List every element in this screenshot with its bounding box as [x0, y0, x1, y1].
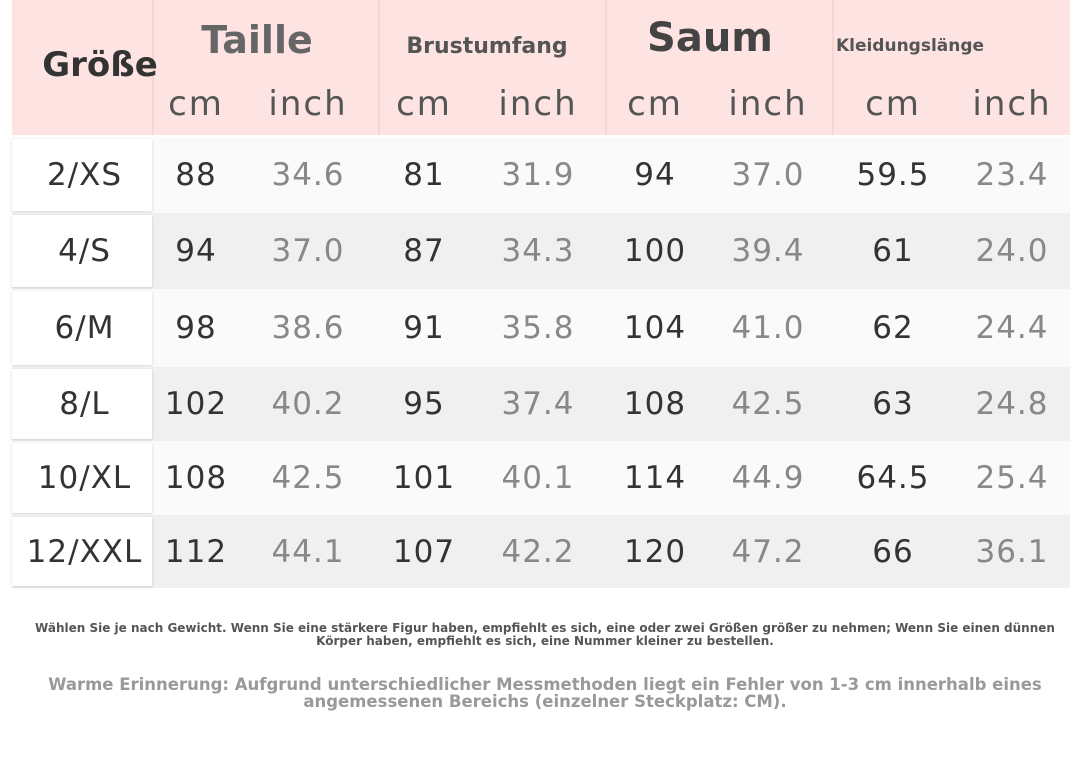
cell: 24.4 [975, 310, 1049, 346]
cell: 100 [623, 233, 687, 269]
cell: 108 [164, 460, 228, 496]
group-title: Brustumfang [406, 33, 568, 59]
cell: 112 [164, 533, 228, 570]
cell: 63 [872, 386, 914, 422]
size-label: 2/XS [46, 157, 123, 193]
cell: 107 [392, 533, 456, 570]
size-cell [12, 369, 152, 439]
size-label: 8/L [59, 386, 110, 422]
unit-label: cm [168, 84, 224, 124]
cell: 81 [403, 157, 445, 193]
cell: 101 [392, 460, 456, 496]
row-bg [12, 137, 1070, 213]
unit-label: cm [865, 84, 921, 124]
unit-label: inch [268, 84, 348, 124]
note: Warme Erinnerung: Aufgrund unterschiedli… [48, 675, 1042, 712]
cell: 44.9 [731, 460, 805, 496]
size-label: 10/XL [37, 460, 132, 496]
cell: 31.9 [501, 157, 575, 193]
size-cell [12, 291, 152, 365]
cell: 44.1 [271, 533, 345, 570]
cell: 23.4 [975, 157, 1049, 193]
cell: 62 [872, 310, 914, 346]
size-label: 4/S [58, 233, 111, 269]
cell: 24.8 [975, 386, 1049, 422]
unit-label: cm [627, 84, 683, 124]
cell: 120 [623, 533, 687, 570]
header-divider [832, 0, 834, 135]
cell: 34.3 [501, 233, 575, 269]
size-cell [12, 215, 152, 287]
cell: 37.0 [731, 157, 805, 193]
cell: 59.5 [856, 157, 930, 193]
header-divider [378, 0, 380, 135]
cell: 40.2 [271, 386, 345, 422]
cell: 102 [164, 386, 228, 422]
size-label: 6/M [54, 310, 115, 346]
cell: 95 [403, 386, 445, 422]
cell: 87 [403, 233, 445, 269]
size-label: 12/XXL [26, 533, 143, 570]
header-divider [152, 0, 154, 135]
size-cell [12, 139, 152, 211]
row-bg [12, 367, 1070, 441]
row-bg [12, 515, 1070, 588]
cell: 61 [872, 233, 914, 269]
unit-label: inch [498, 84, 578, 124]
unit-label: inch [728, 84, 808, 124]
group-title: Kleidungslänge [835, 36, 985, 56]
cell: 42.5 [731, 386, 805, 422]
row-bg [12, 213, 1070, 289]
size-header: Größe [42, 45, 158, 85]
cell: 94 [175, 233, 217, 269]
cell: 39.4 [731, 233, 805, 269]
cell: 42.5 [271, 460, 345, 496]
note: Wählen Sie je nach Gewicht. Wenn Sie ein… [35, 621, 1055, 648]
cell: 91 [403, 310, 445, 346]
cell: 114 [623, 460, 687, 496]
cell: 41.0 [731, 310, 805, 346]
cell: 64.5 [856, 460, 930, 496]
cell: 108 [623, 386, 687, 422]
cell: 24.0 [975, 233, 1049, 269]
header-bg [12, 0, 1070, 135]
size-cell [12, 517, 152, 586]
cell: 40.1 [501, 460, 575, 496]
cell: 37.4 [501, 386, 575, 422]
unit-label: inch [972, 84, 1052, 124]
cell: 35.8 [501, 310, 575, 346]
row-bg [12, 289, 1070, 367]
cell: 38.6 [271, 310, 345, 346]
group-title: Saum [647, 15, 773, 61]
cell: 37.0 [271, 233, 345, 269]
cell: 98 [175, 310, 217, 346]
cell: 42.2 [501, 533, 575, 570]
unit-label: cm [396, 84, 452, 124]
cell: 47.2 [731, 533, 805, 570]
cell: 66 [872, 533, 914, 570]
cell: 94 [634, 157, 676, 193]
cell: 88 [175, 157, 217, 193]
header-divider [605, 0, 607, 135]
group-title: Taille [201, 18, 313, 62]
cell: 25.4 [975, 460, 1049, 496]
cell: 104 [623, 310, 687, 346]
row-bg [12, 441, 1070, 515]
cell: 36.1 [975, 533, 1049, 570]
size-cell [12, 443, 152, 513]
cell: 34.6 [271, 157, 345, 193]
